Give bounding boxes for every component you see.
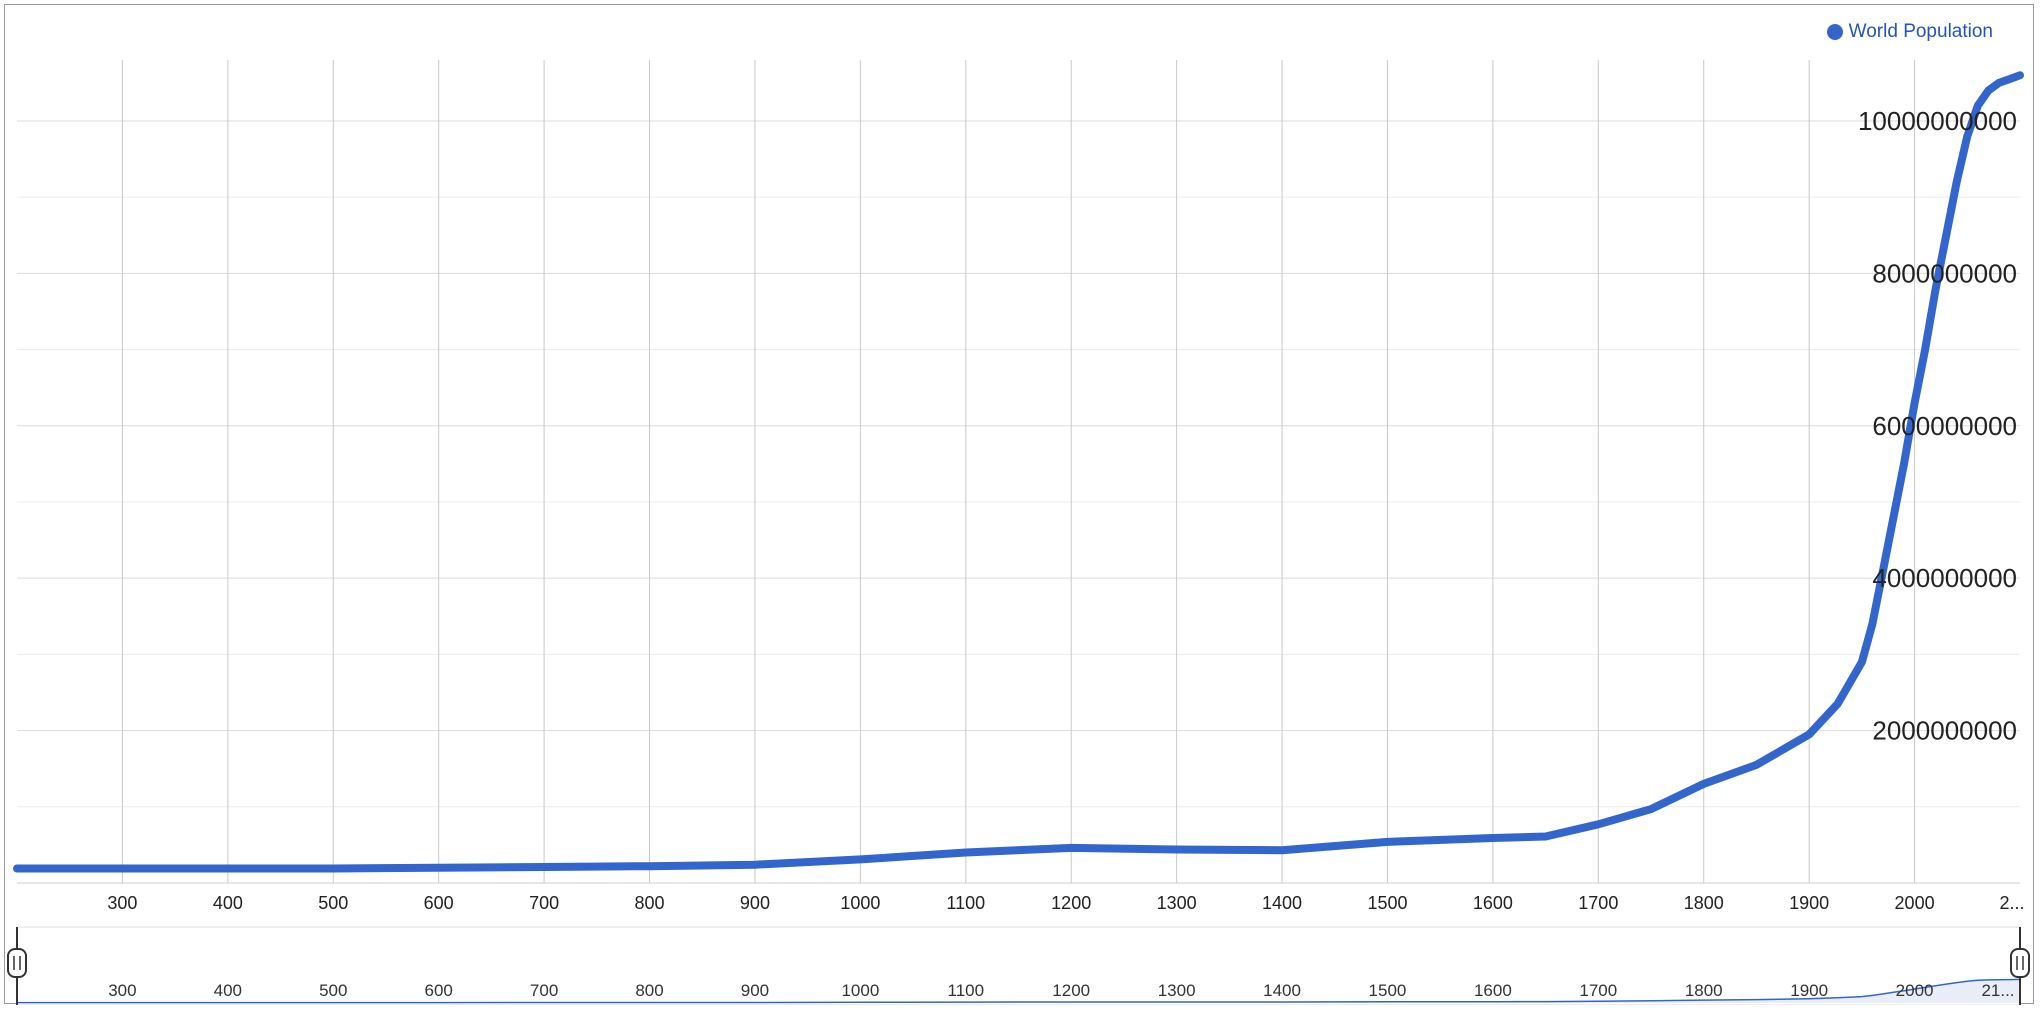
navigator-tick-label: 1500 bbox=[1369, 981, 1407, 1000]
navigator-tick-label: 21... bbox=[1981, 981, 2014, 1000]
x-tick-label: 1700 bbox=[1578, 893, 1618, 913]
navigator-right-handle[interactable] bbox=[2010, 927, 2030, 1005]
navigator-tick-label: 1900 bbox=[1790, 981, 1828, 1000]
x-tick-label: 1400 bbox=[1262, 893, 1302, 913]
navigator-tick-label: 1400 bbox=[1263, 981, 1301, 1000]
y-tick-label: 2000000000 bbox=[1872, 716, 2017, 746]
x-tick-label: 900 bbox=[740, 893, 770, 913]
navigator-series-line bbox=[17, 978, 2021, 1004]
navigator-tick-label: 1600 bbox=[1474, 981, 1512, 1000]
legend-label: World Population bbox=[1848, 21, 1993, 42]
y-axis-labels: 2000000000 4000000000 6000000000 8000000000… bbox=[1858, 106, 2017, 746]
chart-canvas: 2000000000 4000000000 6000000000 8000000000… bbox=[7, 60, 2030, 1005]
range-navigator[interactable]: 300 400 500 600 700 800 900 1000 1100 1200 1300 140… bbox=[7, 926, 2030, 1005]
x-tick-label: 500 bbox=[318, 893, 348, 913]
legend-marker-icon bbox=[1826, 24, 1843, 40]
x-tick-label: 1100 bbox=[946, 893, 985, 913]
x-tick-label: 1600 bbox=[1473, 893, 1513, 913]
x-tick-label: 2... bbox=[1999, 893, 2024, 913]
navigator-tick-label: 500 bbox=[319, 981, 347, 1000]
x-tick-label: 1800 bbox=[1684, 893, 1724, 913]
legend[interactable]: World Population bbox=[1826, 21, 1993, 43]
navigator-left-handle[interactable] bbox=[7, 927, 27, 1005]
navigator-tick-label: 900 bbox=[741, 981, 769, 1000]
x-tick-label: 1500 bbox=[1367, 893, 1407, 913]
x-tick-label: 1900 bbox=[1789, 893, 1829, 913]
chart-frame: 2000000000 4000000000 6000000000 8000000000… bbox=[4, 4, 2034, 1005]
x-tick-label: 600 bbox=[424, 893, 454, 913]
y-tick-label: 8000000000 bbox=[1872, 258, 2017, 288]
x-tick-label: 1300 bbox=[1157, 893, 1197, 913]
x-tick-label: 400 bbox=[213, 893, 243, 913]
navigator-tick-label: 400 bbox=[214, 981, 242, 1000]
x-tick-label: 1000 bbox=[840, 893, 880, 913]
x-tick-label: 800 bbox=[635, 893, 665, 913]
navigator-background[interactable] bbox=[16, 926, 2021, 1005]
x-tick-label: 2000 bbox=[1895, 893, 1935, 913]
grid bbox=[17, 60, 2020, 884]
navigator-tick-label: 1000 bbox=[841, 981, 879, 1000]
series-line-world-population[interactable] bbox=[13, 71, 2024, 873]
navigator-tick-label: 1200 bbox=[1052, 981, 1090, 1000]
navigator-tick-label: 1100 bbox=[948, 981, 985, 1000]
navigator-tick-label: 1800 bbox=[1685, 981, 1723, 1000]
navigator-tick-label: 300 bbox=[108, 981, 136, 1000]
y-tick-label: 6000000000 bbox=[1872, 411, 2017, 441]
y-tick-label: 4000000000 bbox=[1872, 563, 2017, 593]
navigator-tick-label: 600 bbox=[424, 981, 452, 1000]
navigator-tick-label: 700 bbox=[530, 981, 558, 1000]
navigator-tick-label: 1700 bbox=[1579, 981, 1617, 1000]
navigator-tick-label: 1300 bbox=[1158, 981, 1196, 1000]
x-axis-labels: 300 400 500 600 700 800 900 1000 1100 1200 1300 140… bbox=[107, 893, 2024, 913]
navigator-tick-label: 2000 bbox=[1896, 981, 1934, 1000]
x-tick-label: 1200 bbox=[1051, 893, 1091, 913]
navigator-area bbox=[17, 979, 2020, 1003]
x-tick-label: 700 bbox=[529, 893, 559, 913]
x-tick-label: 300 bbox=[107, 893, 137, 913]
series-layer bbox=[13, 71, 2024, 873]
navigator-tick-label: 800 bbox=[635, 981, 663, 1000]
y-tick-label: 10000000000 bbox=[1858, 106, 2017, 136]
